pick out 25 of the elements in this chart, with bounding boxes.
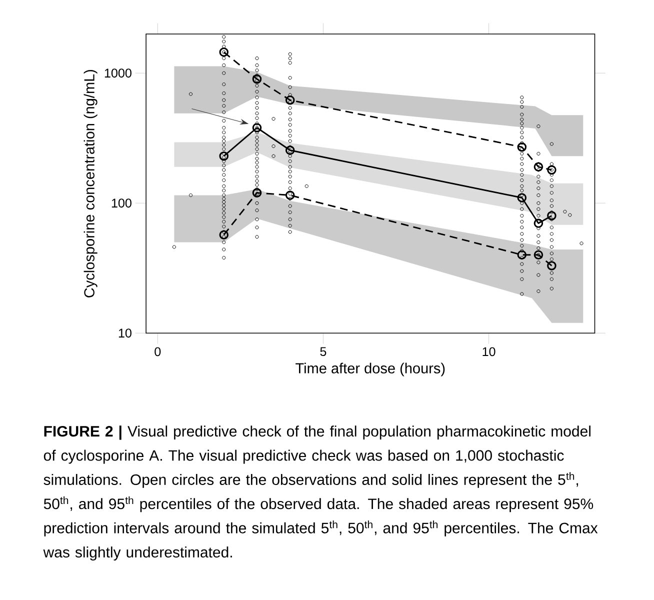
x-axis-title: Time after dose (hours) [296,362,445,376]
point [252,123,262,132]
point [534,162,544,172]
point [285,146,295,155]
text: FIGURE 2 | Visual predictive check of the final population pharmacokinetic model of cyclosporine A. The visual predictive check was based on 1,000 stochastic simulations. Open circles are the observations and solid lines represent the 5$^{th}$, 50$^{th}$, and 95$^{th}$ percentiles of the observed data. The shaded areas represent 95% prediction intervals around the simulated 5$^{th}$, 50$^{th}$, and 95$^{th}$ percentiles. The Cmax was slightly underestimated. [43,425,598,560]
point [252,188,262,198]
point [285,95,295,105]
x-tick-label: 5 [320,347,326,356]
point [219,230,229,240]
point [219,151,229,161]
point [285,190,295,200]
point [517,250,527,260]
point [547,210,556,220]
y-tick-label: 100 [112,198,132,208]
x-tick-label: 10 [482,347,496,356]
y-tick-label: 1000 [104,68,132,78]
point [252,74,262,84]
y-tick-label: 10 [118,328,132,338]
point [547,260,556,270]
x-tick-label: 0 [154,347,161,356]
y-axis-title: Cyclosporine concentration (ng/mL) [84,70,98,298]
point [534,218,544,228]
point [517,142,527,152]
point [517,192,527,202]
point [219,47,229,57]
